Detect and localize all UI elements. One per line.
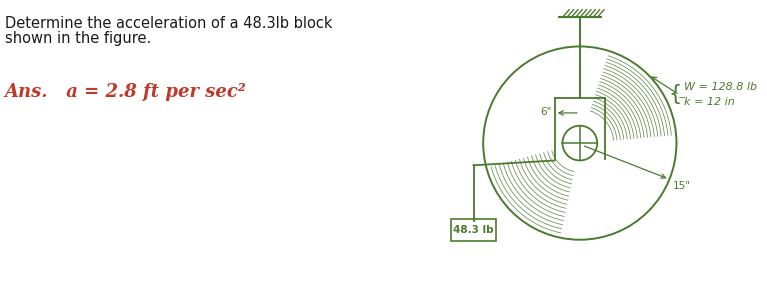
Text: shown in the figure.: shown in the figure. — [5, 31, 151, 46]
Text: {: { — [668, 84, 681, 104]
Text: 15": 15" — [673, 181, 691, 191]
Text: ̅k = 12 in: ̅k = 12 in — [684, 97, 735, 107]
Text: 6": 6" — [541, 107, 551, 117]
Bar — [451, 219, 495, 241]
Text: Determine the acceleration of a 48.3lb block: Determine the acceleration of a 48.3lb b… — [5, 15, 332, 31]
Text: W = 128.8 lb: W = 128.8 lb — [684, 82, 757, 92]
Text: 48.3 lb: 48.3 lb — [453, 225, 494, 235]
Text: Ans.   a = 2.8 ft per sec²: Ans. a = 2.8 ft per sec² — [5, 83, 246, 101]
